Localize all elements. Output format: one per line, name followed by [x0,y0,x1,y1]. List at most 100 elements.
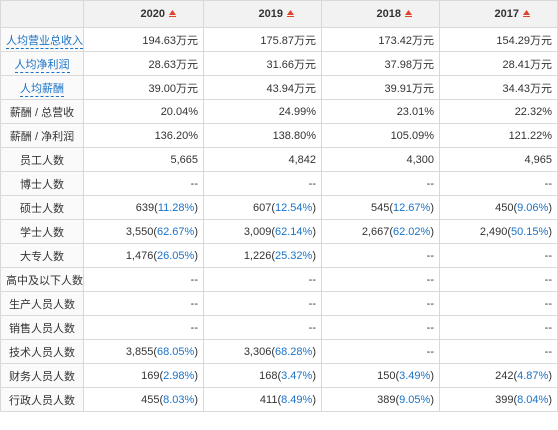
row-label: 行政人员人数 [9,394,75,407]
row-label-cell[interactable]: 人均净利润 [0,51,84,76]
table-row: 学士人数 3,550(62.67%) 3,009(62.14%) 2,667(62.0… [0,219,558,244]
value-cell: 28.63万元 [83,51,204,76]
sort-icon[interactable] [523,10,530,18]
value-cell: -- [321,339,440,364]
row-label-link[interactable]: 人均净利润 [14,58,70,73]
value-cell: 22.32% [439,99,558,124]
value-cell: 105.09% [321,123,440,148]
value-cell: 411(8.49%) [203,387,322,412]
table-row: 博士人数 -- -- -- -- [0,171,558,196]
table-row: 人均薪酬 39.00万元 43.94万元 39.91万元 34.43万元 [0,75,558,100]
cell-value: 39.00万元 [148,82,198,95]
value-cell: 34.43万元 [439,75,558,100]
value-cell: -- [439,171,558,196]
value-cell: 4,300 [321,147,440,172]
value-cell: 5,665 [83,147,204,172]
column-header-2020[interactable]: 2020 [83,0,204,28]
cell-percentage: 50.15% [511,225,549,238]
row-label-cell: 学士人数 [0,219,84,244]
row-label-link[interactable]: 人均薪酬 [20,82,64,97]
cell-value: -- [544,297,552,310]
cell-value: 1,476 [125,249,154,262]
value-cell: 1,226(25.32%) [203,243,322,268]
sort-icon[interactable] [405,10,412,18]
cell-value: 28.63万元 [148,58,198,71]
column-header-2019[interactable]: 2019 [203,0,322,28]
row-label: 生产人员人数 [9,298,75,311]
cell-value: -- [190,273,198,286]
cell-value: -- [190,177,198,190]
value-cell: -- [439,243,558,268]
column-year-label: 2020 [140,8,165,20]
value-cell: -- [203,291,322,316]
value-cell: 194.63万元 [83,27,204,52]
row-label: 硕士人数 [20,202,64,215]
cell-value: 1,226 [243,249,272,262]
table-row: 员工人数 5,665 4,842 4,300 4,965 [0,147,558,172]
value-cell: 3,306(68.28%) [203,339,322,364]
row-label: 薪酬 / 净利润 [9,130,75,143]
value-cell: 3,009(62.14%) [203,219,322,244]
table-row: 人均营业总收入 194.63万元 175.87万元 173.42万元 154.29万元 [0,27,558,52]
value-cell: -- [321,171,440,196]
cell-percentage: 62.67% [157,225,195,238]
row-label: 技术人员人数 [9,346,75,359]
value-cell: 39.91万元 [321,75,440,100]
cell-percentage: 3.47% [281,369,313,382]
cell-percentage: 8.04% [517,393,549,406]
cell-percentage: 26.05% [157,249,195,262]
value-cell: 3,550(62.67%) [83,219,204,244]
cell-value: 24.99% [278,105,316,118]
value-cell: 39.00万元 [83,75,204,100]
row-label-cell[interactable]: 人均营业总收入 [0,27,84,52]
value-cell: 175.87万元 [203,27,322,52]
cell-value: 20.04% [160,105,198,118]
cell-percentage: 4.87% [517,369,549,382]
row-label-cell: 生产人员人数 [0,291,84,316]
value-cell: -- [83,171,204,196]
cell-value: -- [190,297,198,310]
cell-value: 3,306 [243,345,272,358]
value-cell: 23.01% [321,99,440,124]
cell-value: -- [544,177,552,190]
cell-percentage: 8.49% [281,393,313,406]
value-cell: -- [439,291,558,316]
value-cell: 136.20% [83,123,204,148]
table-body: 人均营业总收入 194.63万元 175.87万元 173.42万元 154.29万元人… [0,27,558,412]
cell-value: -- [426,273,434,286]
column-header-2017[interactable]: 2017 [439,0,558,28]
sort-icon[interactable] [287,10,294,18]
header-row: 2020 2019 2018 2017 [0,0,558,28]
cell-value: -- [426,177,434,190]
cell-percentage: 3.49% [399,369,431,382]
row-label: 学士人数 [20,226,64,239]
row-label-cell: 博士人数 [0,171,84,196]
value-cell: 20.04% [83,99,204,124]
value-cell: 389(9.05%) [321,387,440,412]
value-cell: 150(3.49%) [321,363,440,388]
value-cell: 545(12.67%) [321,195,440,220]
value-cell: 242(4.87%) [439,363,558,388]
cell-value: 194.63万元 [142,34,198,47]
table-row: 销售人员人数 -- -- -- -- [0,315,558,340]
cell-value: 121.22% [508,129,552,142]
row-label-cell: 财务人员人数 [0,363,84,388]
cell-value: 399 [495,393,514,406]
value-cell: -- [439,339,558,364]
table-row: 人均净利润 28.63万元 31.66万元 37.98万元 28.41万元 [0,51,558,76]
row-label: 高中及以下人数 [6,274,83,287]
cell-percentage: 9.05% [399,393,431,406]
cell-percentage: 68.05% [157,345,195,358]
cell-value: 28.41万元 [502,58,552,71]
cell-value: -- [426,297,434,310]
cell-value: 4,842 [288,153,316,166]
row-label-cell: 员工人数 [0,147,84,172]
row-label-cell[interactable]: 人均薪酬 [0,75,84,100]
row-label: 博士人数 [20,178,64,191]
value-cell: 168(3.47%) [203,363,322,388]
column-header-2018[interactable]: 2018 [321,0,440,28]
sort-icon[interactable] [169,10,176,18]
row-label-link[interactable]: 人均营业总收入 [6,34,83,49]
value-cell: -- [203,315,322,340]
cell-value: -- [426,321,434,334]
